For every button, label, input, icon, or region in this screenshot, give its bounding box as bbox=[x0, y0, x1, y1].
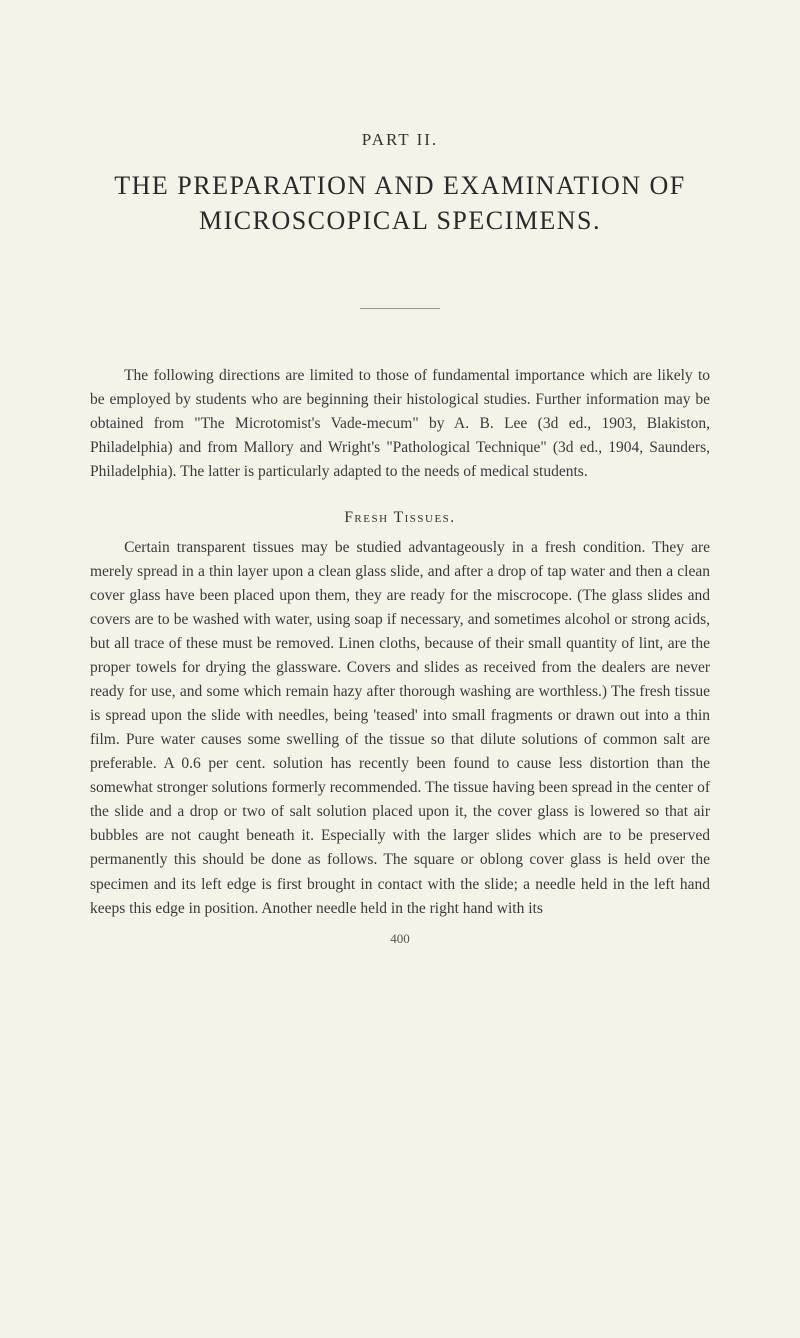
section-heading: Fresh Tissues. bbox=[90, 506, 710, 530]
main-title: THE PREPARATION AND EXAMINATION OF MICRO… bbox=[90, 168, 710, 238]
section-paragraph: Certain transparent tissues may be studi… bbox=[90, 536, 710, 920]
title-rule bbox=[360, 308, 440, 309]
page-number: 400 bbox=[90, 929, 710, 949]
part-heading: PART II. bbox=[90, 130, 710, 150]
intro-paragraph: The following directions are limited to … bbox=[90, 364, 710, 484]
body-text-container: The following directions are limited to … bbox=[90, 364, 710, 948]
